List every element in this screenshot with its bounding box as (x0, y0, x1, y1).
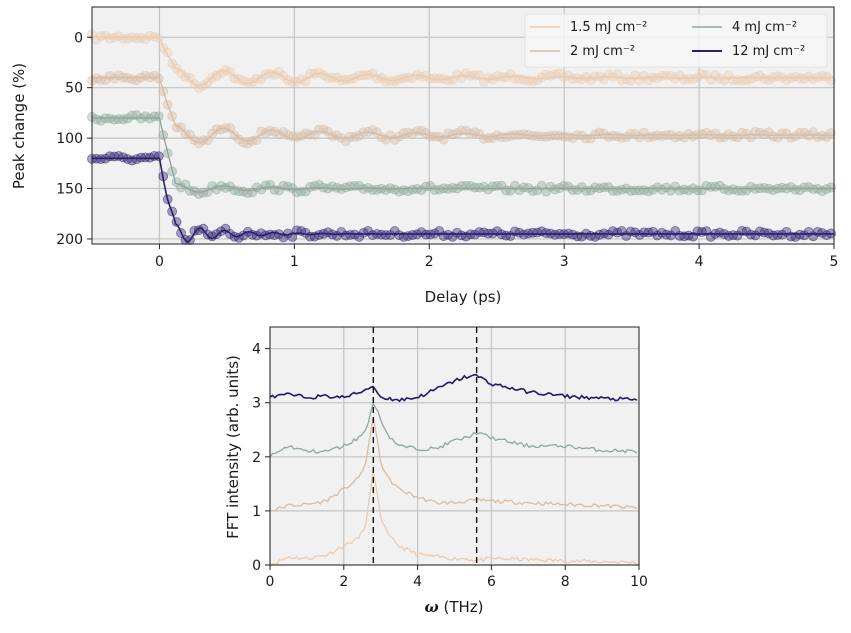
bottom-xtick-label: 4 (413, 574, 422, 590)
omega-symbol: ω (424, 598, 438, 616)
data-point (153, 151, 164, 162)
fit-line (92, 157, 834, 243)
legend-label: 2 mJ cm⁻² (570, 44, 635, 59)
bottom-ytick-label: 2 (252, 450, 261, 466)
data-point (211, 70, 222, 81)
bottom-xtick-label: 10 (630, 574, 648, 590)
top-xtick-label: 4 (695, 254, 704, 270)
bottom-ylabel: FFT intensity (arb. units) (224, 355, 242, 539)
top-xtick-label: 2 (425, 254, 434, 270)
bottom-xtick-label: 0 (266, 574, 275, 590)
bottom-xlabel-unit: (THz) (439, 598, 484, 616)
fft-line-2 (269, 401, 638, 458)
top-xlabel: Delay (ps) (425, 288, 502, 306)
top-xtick-label: 3 (560, 254, 569, 270)
data-point (202, 135, 213, 146)
fit-line (92, 76, 834, 144)
top-ytick-label: 200 (56, 232, 83, 248)
bottom-xtick-label: 2 (339, 574, 348, 590)
data-point (153, 111, 164, 122)
data-point (153, 33, 164, 44)
data-point (826, 182, 836, 193)
top-xtick-label: 1 (290, 254, 299, 270)
legend-box (524, 13, 828, 68)
data-point (153, 73, 164, 84)
legend: 1.5 mJ cm⁻² 2 mJ cm⁻² 4 mJ cm⁻² 12 mJ cm⁻² (524, 13, 828, 68)
top-ytick-label: 0 (74, 30, 83, 46)
data-point (652, 73, 663, 83)
fit-line (92, 36, 834, 87)
top-ytick-label: 150 (56, 182, 83, 198)
fit-line (92, 117, 834, 193)
legend-label: 4 mJ cm⁻² (732, 20, 797, 35)
bottom-ytick-label: 1 (252, 504, 261, 520)
bottom-ytick-label: 3 (252, 396, 261, 412)
data-point (314, 67, 324, 78)
top-series-2 (87, 110, 836, 199)
top-xtick-label: 0 (155, 254, 164, 270)
top-series-3 (87, 151, 836, 245)
legend-label: 1.5 mJ cm⁻² (570, 20, 647, 35)
top-series-1 (87, 70, 836, 149)
top-ytick-label: 100 (56, 131, 83, 147)
top-xtick-label: 5 (830, 254, 839, 270)
top-series-0 (87, 29, 836, 94)
bottom-plot-area (270, 327, 639, 565)
bottom-ytick-label: 0 (252, 558, 261, 574)
legend-label: 12 mJ cm⁻² (732, 44, 805, 59)
top-series (87, 29, 836, 245)
fft-line-3 (269, 373, 638, 403)
bottom-axes: 0 2 4 6 8 10 0 1 2 3 4 (252, 326, 648, 590)
bottom-xtick-label: 6 (487, 574, 496, 590)
top-ylabel: Peak change (%) (10, 63, 28, 189)
bottom-frame (269, 326, 640, 566)
bottom-series (269, 373, 638, 568)
fft-line-0 (269, 471, 638, 568)
top-frame (91, 6, 835, 245)
bottom-xtick-label: 8 (561, 574, 570, 590)
bottom-panel: 0 2 4 6 8 10 0 1 2 3 4 ω (THz) FFT intensity (arb.… (224, 326, 648, 616)
bottom-ytick-label: 4 (252, 342, 261, 358)
top-ytick-label: 50 (65, 81, 83, 97)
fft-line-1 (270, 417, 638, 512)
bottom-xlabel: ω (THz) (424, 598, 483, 616)
